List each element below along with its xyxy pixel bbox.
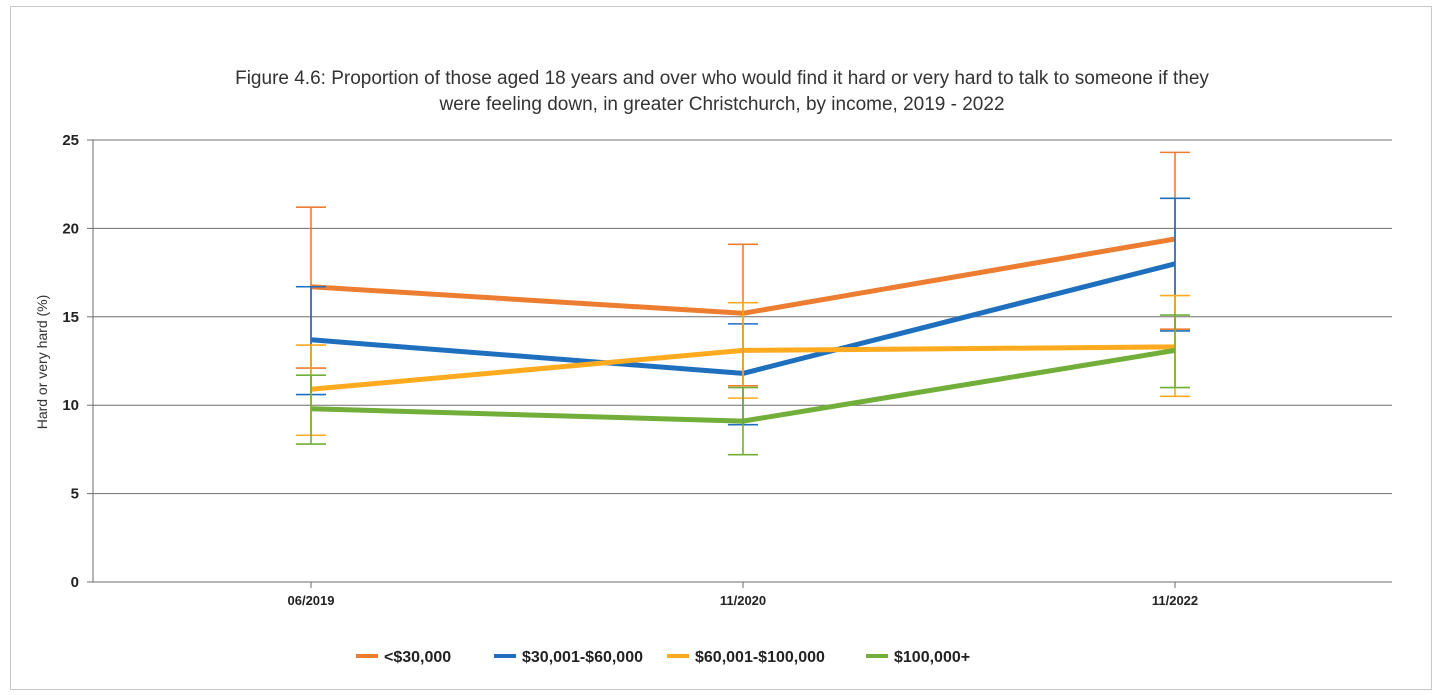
y-tick-label: 10 [62,397,79,414]
y-tick-labels: 0 5 10 15 20 25 [62,132,79,591]
legend-item-0: <$30,000 [356,649,451,666]
x-tick-label: 06/2019 [288,593,335,608]
chart-title-line-2: were feeling down, in greater Christchur… [438,94,1004,115]
error-bar [728,386,758,456]
x-tick-label: 11/2022 [1152,593,1198,608]
legend-label: $30,001-$60,000 [522,649,643,666]
chart-frame [10,6,1432,690]
legend-label: $100,000+ [894,649,970,666]
axes [87,139,1392,588]
legend-label: $60,001-$100,000 [695,649,825,666]
error-bar [296,374,326,445]
x-tick-labels: 06/2019 11/2020 11/2022 [288,593,1199,608]
legend-label: <$30,000 [384,649,451,666]
y-tick-label: 0 [71,574,79,591]
error-bar [1160,314,1190,389]
legend: <$30,000 $30,001-$60,000 $60,001-$100,000 $… [356,649,970,666]
chart-title-line-1: Figure 4.6: Proportion of those aged 18 … [235,68,1209,89]
y-axis-label: Hard or very hard (%) [34,295,50,430]
legend-item-1: $30,001-$60,000 [494,649,643,666]
x-tick-label: 11/2020 [720,593,766,608]
legend-item-3: $100,000+ [866,649,970,666]
y-tick-label: 20 [62,220,79,237]
y-tick-label: 5 [71,486,79,503]
error-bars [296,151,1190,456]
y-tick-label: 15 [62,309,79,326]
y-tick-label: 25 [62,132,79,149]
legend-item-2: $60,001-$100,000 [667,649,825,666]
